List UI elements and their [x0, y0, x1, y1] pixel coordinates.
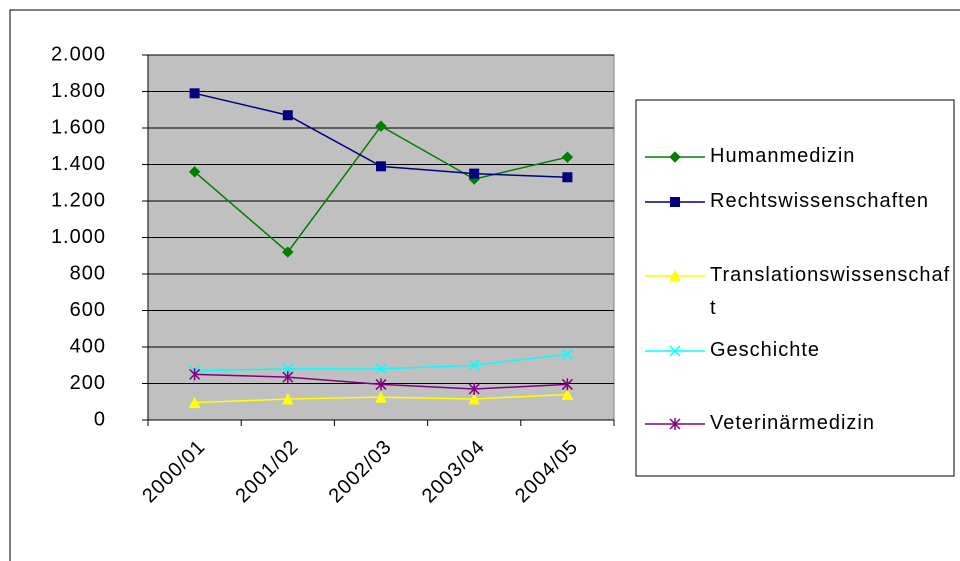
- marker: [468, 382, 480, 395]
- y-tick-label: 1.800: [51, 80, 106, 102]
- legend-label: Veterinärmedizin: [710, 412, 875, 434]
- marker: [188, 396, 201, 409]
- marker: [282, 110, 293, 121]
- marker: [375, 378, 387, 391]
- legend-label: Rechtswissenschaften: [710, 190, 929, 212]
- marker-stroke: [282, 363, 294, 375]
- marker: [469, 168, 480, 179]
- y-tick-label: 1.600: [51, 116, 106, 138]
- marker-stroke: [468, 382, 480, 395]
- marker: [188, 166, 201, 178]
- marker: [282, 363, 294, 375]
- marker: [669, 418, 681, 430]
- y-tick-label: 0: [94, 408, 106, 430]
- y-tick-label: 1.200: [51, 189, 106, 211]
- marker-stroke: [561, 348, 573, 360]
- marker: [376, 161, 386, 172]
- marker: [670, 197, 680, 207]
- marker: [669, 269, 681, 282]
- marker-stroke: [669, 418, 681, 430]
- marker-stroke: [468, 359, 480, 371]
- marker-stroke: [561, 378, 573, 391]
- marker: [669, 345, 681, 357]
- y-tick-label: 600: [70, 299, 106, 321]
- y-tick-label: 1.000: [51, 226, 106, 248]
- marker: [375, 120, 387, 132]
- marker: [281, 392, 294, 405]
- marker: [561, 348, 573, 360]
- marker: [561, 151, 574, 163]
- y-tick-label: 200: [70, 372, 106, 394]
- marker-stroke: [669, 345, 681, 357]
- marker: [561, 378, 573, 391]
- legend-label: Geschichte: [710, 339, 821, 361]
- marker-stroke: [282, 371, 294, 384]
- y-tick-label: 400: [70, 335, 106, 357]
- marker: [375, 363, 387, 375]
- marker: [468, 392, 481, 405]
- legend-label: Translationswissenschaft: [710, 264, 951, 319]
- marker: [562, 172, 573, 183]
- marker-stroke: [375, 378, 387, 391]
- marker: [375, 391, 387, 403]
- marker: [282, 246, 294, 258]
- y-tick-label: 1.400: [51, 153, 106, 175]
- marker: [282, 371, 294, 384]
- marker: [189, 368, 201, 381]
- y-tick-label: 2.000: [51, 43, 106, 65]
- legend-label: Humanmedizin: [710, 145, 856, 167]
- marker: [669, 151, 681, 163]
- marker-stroke: [189, 368, 201, 381]
- marker: [189, 88, 200, 99]
- legend-box: [635, 99, 955, 477]
- marker: [561, 388, 574, 400]
- y-tick-label: 800: [70, 262, 106, 284]
- marker: [468, 359, 480, 371]
- marker-stroke: [375, 363, 387, 375]
